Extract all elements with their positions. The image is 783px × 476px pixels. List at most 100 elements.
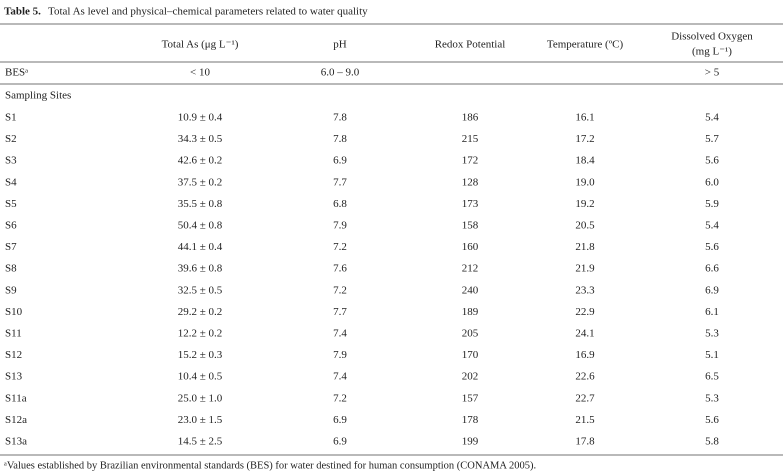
- row-label: S7: [5, 241, 17, 253]
- cell: 37.5 ± 0.2: [178, 176, 223, 188]
- cell: 172: [462, 155, 479, 167]
- standard-value: > 5: [705, 67, 720, 79]
- cell: 21.9: [575, 263, 595, 275]
- cell: 10.9 ± 0.4: [178, 112, 223, 124]
- cell: 32.5 ± 0.5: [178, 284, 223, 296]
- cell: 202: [462, 371, 479, 383]
- cell: 199: [462, 436, 479, 448]
- cell: 29.2 ± 0.2: [178, 306, 223, 318]
- cell: 189: [462, 306, 479, 318]
- cell: 215: [462, 133, 479, 145]
- cell: 7.7: [333, 306, 347, 318]
- row-label: S1: [5, 112, 17, 124]
- cell: 6.9: [333, 155, 347, 167]
- cell: 18.4: [575, 155, 595, 167]
- cell: 6.5: [705, 371, 719, 383]
- cell: 35.5 ± 0.8: [178, 198, 223, 210]
- cell: 7.2: [333, 284, 347, 296]
- row-label: S9: [5, 284, 17, 296]
- cell: 212: [462, 263, 479, 275]
- column-header: Temperature (ºC): [547, 39, 624, 51]
- cell: 157: [462, 392, 479, 404]
- cell: 17.8: [575, 436, 595, 448]
- cell: 205: [462, 328, 479, 340]
- cell: 22.6: [575, 371, 595, 383]
- cell: 7.9: [333, 349, 347, 361]
- cell: 16.9: [575, 349, 595, 361]
- row-label: S4: [5, 176, 17, 188]
- cell: 34.3 ± 0.5: [178, 133, 223, 145]
- cell: 19.2: [575, 198, 594, 210]
- standard-value: < 10: [190, 67, 210, 79]
- cell: 7.2: [333, 392, 347, 404]
- standard-value: 6.0 – 9.0: [321, 67, 360, 79]
- row-label: S13a: [5, 436, 27, 448]
- row-label: S3: [5, 155, 17, 167]
- row-label: S6: [5, 220, 17, 232]
- cell: 5.6: [705, 155, 719, 167]
- cell: 5.6: [705, 414, 719, 426]
- cell: 5.3: [705, 328, 719, 340]
- cell: 5.6: [705, 241, 719, 253]
- row-label: S5: [5, 198, 17, 210]
- cell: 158: [462, 220, 479, 232]
- column-header: Redox Potential: [435, 39, 506, 51]
- row-label: S10: [5, 306, 23, 318]
- cell: 178: [462, 414, 479, 426]
- cell: 50.4 ± 0.8: [178, 220, 223, 232]
- cell: 7.8: [333, 112, 347, 124]
- cell: 42.6 ± 0.2: [178, 155, 223, 167]
- cell: 12.2 ± 0.2: [178, 328, 223, 340]
- cell: 5.4: [705, 112, 719, 124]
- column-header: (mg L⁻¹): [692, 46, 732, 58]
- cell: 7.7: [333, 176, 347, 188]
- cell: 23.0 ± 1.5: [178, 414, 223, 426]
- cell: 160: [462, 241, 479, 253]
- row-label: S13: [5, 371, 23, 383]
- cell: 5.7: [705, 133, 719, 145]
- cell: 7.8: [333, 133, 347, 145]
- cell: 14.5 ± 2.5: [178, 436, 223, 448]
- cell: 44.1 ± 0.4: [178, 241, 223, 253]
- cell: 170: [462, 349, 479, 361]
- row-label: S8: [5, 263, 17, 275]
- cell: 39.6 ± 0.8: [178, 263, 223, 275]
- cell: 173: [462, 198, 479, 210]
- cell: 5.9: [705, 198, 719, 210]
- cell: 5.8: [705, 436, 719, 448]
- cell: 19.0: [575, 176, 595, 188]
- cell: 22.9: [575, 306, 595, 318]
- row-label: S12: [5, 349, 22, 361]
- cell: 21.8: [575, 241, 595, 253]
- cell: 7.4: [333, 328, 347, 340]
- cell: 16.1: [575, 112, 594, 124]
- cell: 6.9: [705, 284, 719, 296]
- cell: 24.1: [575, 328, 594, 340]
- cell: 128: [462, 176, 479, 188]
- cell: 10.4 ± 0.5: [178, 371, 223, 383]
- row-label: S12a: [5, 414, 27, 426]
- cell: 15.2 ± 0.3: [178, 349, 223, 361]
- cell: 21.5: [575, 414, 595, 426]
- caption-text: Total As level and physical–chemical par…: [48, 6, 368, 18]
- cell: 6.1: [705, 306, 719, 318]
- cell: 7.9: [333, 220, 347, 232]
- cell: 6.9: [333, 436, 347, 448]
- standard-label: BESᵃ: [5, 67, 28, 79]
- cell: 7.6: [333, 263, 347, 275]
- caption-label: Table 5.: [4, 6, 41, 18]
- row-label: S11a: [5, 392, 27, 404]
- cell: 240: [462, 284, 479, 296]
- cell: 6.8: [333, 198, 347, 210]
- cell: 6.0: [705, 176, 719, 188]
- cell: 6.9: [333, 414, 347, 426]
- section-label: Sampling Sites: [5, 90, 71, 102]
- cell: 7.2: [333, 241, 347, 253]
- row-label: S11: [5, 328, 22, 340]
- column-header: pH: [333, 39, 347, 51]
- cell: 5.1: [705, 349, 719, 361]
- column-header: Total As (μg L⁻¹): [162, 39, 239, 51]
- row-label: S2: [5, 133, 17, 145]
- cell: 23.3: [575, 284, 595, 296]
